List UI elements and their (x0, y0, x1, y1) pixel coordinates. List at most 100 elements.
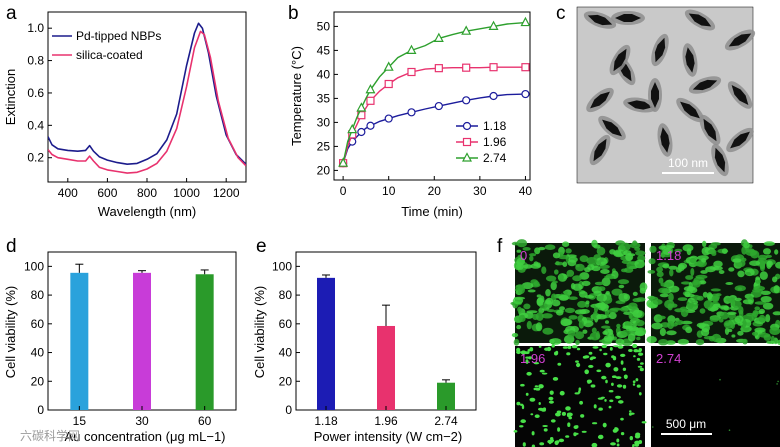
live-cell (531, 431, 535, 436)
nanoparticle-core (627, 100, 653, 110)
live-cell (727, 328, 733, 333)
live-cell (545, 289, 551, 297)
series-b-2-point (488, 20, 499, 30)
live-cell (674, 248, 683, 253)
live-cell (555, 412, 561, 417)
legend-b-label-1: 1.96 (483, 135, 507, 149)
nanoparticle (688, 76, 722, 94)
live-cell (592, 346, 599, 349)
live-cell (777, 380, 779, 383)
live-cell (647, 270, 656, 274)
live-cell (596, 293, 608, 302)
live-cell (574, 392, 580, 395)
live-cell (623, 374, 628, 380)
live-cell (762, 302, 774, 310)
live-cell (620, 306, 629, 312)
live-cell (628, 349, 633, 352)
live-cell (651, 322, 663, 330)
ytick-label: 1.0 (27, 21, 44, 35)
live-cell (541, 372, 548, 375)
xtick-label: 30 (473, 184, 487, 198)
live-cell (608, 312, 617, 320)
live-cell (629, 412, 635, 415)
series-b-1-point (434, 64, 443, 73)
live-cell (604, 399, 607, 402)
chart-b: 0 10 20 30 40 20 25 30 35 40 45 50 1.18 1.96 2.74 T… (289, 11, 532, 219)
live-cell (554, 440, 559, 446)
live-cell (578, 387, 582, 392)
live-cell (594, 281, 604, 286)
live-cell (632, 343, 638, 349)
live-cell (638, 392, 642, 396)
nanoparticle-core (660, 127, 670, 153)
live-cell (713, 303, 721, 308)
live-cell (702, 291, 708, 298)
nanoparticle-core (593, 138, 607, 162)
live-cell (586, 257, 598, 265)
live-cell (559, 390, 565, 396)
live-cell (706, 292, 713, 300)
live-cell (701, 328, 710, 337)
xtick-label: 1.96 (374, 414, 398, 428)
legend-b-marker-1 (462, 137, 472, 147)
live-cell (603, 352, 608, 356)
ytick-label: 40 (279, 346, 293, 360)
live-cell (727, 297, 736, 303)
live-cell (511, 333, 519, 338)
live-cell (638, 348, 643, 352)
ytick-label: 80 (31, 288, 45, 302)
live-cell (694, 261, 704, 267)
live-cell (580, 414, 585, 418)
live-cell (658, 287, 670, 294)
live-cell (538, 345, 542, 348)
ytick-label: 80 (279, 288, 293, 302)
series-b-2-point (338, 157, 349, 167)
live-cell (769, 327, 780, 335)
live-cell (638, 352, 644, 356)
series-b-0-point (407, 108, 416, 117)
live-cell (621, 268, 628, 273)
live-cell (658, 277, 664, 284)
live-cell (554, 269, 559, 275)
live-cell (520, 350, 527, 355)
xtick-label: 15 (73, 414, 87, 428)
live-cell (611, 355, 615, 359)
chart-b-ylabel: Temperature (°C) (289, 46, 304, 146)
live-cell (529, 397, 536, 402)
live-cell (760, 296, 772, 303)
nanoparticle (711, 143, 729, 177)
live-cell (535, 322, 543, 332)
live-cell (732, 258, 742, 263)
live-cell (585, 300, 590, 305)
live-cell (568, 416, 572, 420)
xtick-label: 1200 (213, 186, 240, 200)
live-cell (620, 360, 624, 365)
nanoparticle (611, 11, 645, 25)
live-cell (727, 311, 737, 315)
live-cell (541, 313, 553, 319)
series-b-0-point (521, 89, 530, 99)
xtick-label: 600 (97, 186, 117, 200)
live-cell (538, 307, 545, 314)
ytick-label: 40 (31, 346, 45, 360)
live-cell (550, 437, 554, 441)
nanoparticle-core (728, 33, 752, 47)
chart-e-ylabel: Cell viability (%) (252, 286, 267, 378)
chart-a-legend: Pd-tipped NBPs silica-coated (52, 29, 161, 62)
live-cell (773, 285, 780, 294)
fluor-label-2: 1.96 (520, 351, 545, 366)
series-b-0-point (384, 114, 393, 123)
live-cell (626, 261, 637, 270)
live-cell (646, 336, 657, 344)
live-cell (772, 276, 778, 283)
live-cell (709, 316, 720, 322)
ytick-label: 0.6 (27, 86, 44, 100)
chart-b-legend: 1.18 1.96 2.74 (456, 119, 507, 165)
live-cell (520, 403, 524, 406)
live-cell (737, 287, 743, 291)
live-cell (689, 257, 697, 264)
live-cell (640, 362, 644, 365)
live-cell (605, 379, 608, 384)
chart-d-xlabel: Au concentration (μg mL−1) (64, 429, 225, 444)
legend-b-marker-2 (462, 152, 472, 162)
